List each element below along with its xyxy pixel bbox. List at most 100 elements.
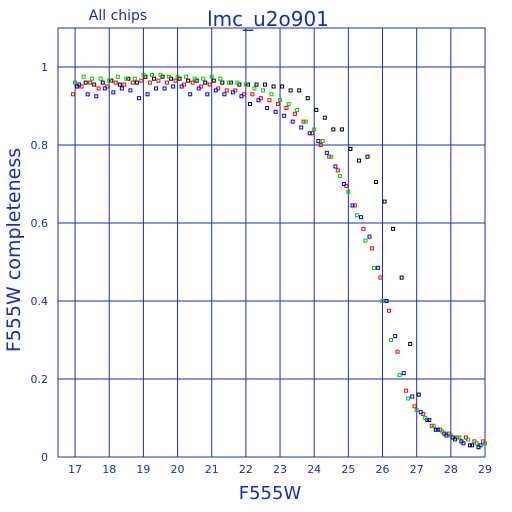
- data-point: [228, 80, 233, 85]
- x-tick-labels: 17 18 19 20 21 22 23 24 25 26 27 28 29: [68, 463, 492, 476]
- data-point: [295, 107, 300, 112]
- data-point: [136, 96, 141, 101]
- data-point: [478, 443, 483, 448]
- data-point: [431, 423, 436, 428]
- data-point: [371, 265, 376, 270]
- data-point: [250, 92, 255, 97]
- y-tick-label: 0.2: [31, 373, 49, 386]
- data-point: [448, 433, 453, 438]
- data-point: [410, 394, 415, 399]
- data-point: [423, 416, 428, 420]
- data-point: [113, 80, 118, 85]
- data-point: [124, 76, 129, 81]
- data-point: [85, 92, 90, 97]
- data-point: [358, 215, 363, 220]
- data-point: [213, 88, 218, 93]
- data-point: [376, 265, 381, 270]
- data-point: [122, 82, 127, 87]
- x-tick-label: 26: [376, 463, 390, 476]
- y-axis-label: F555W completeness: [3, 148, 25, 352]
- data-point: [408, 341, 413, 346]
- data-point: [192, 76, 197, 81]
- data-point: [384, 299, 389, 303]
- data-point: [297, 88, 302, 93]
- data-point: [467, 443, 472, 448]
- data-point: [312, 127, 317, 132]
- data-point: [139, 78, 144, 83]
- data-point: [134, 80, 139, 85]
- data-point: [303, 119, 308, 124]
- data-point: [352, 203, 357, 208]
- x-tick-label: 17: [68, 463, 82, 476]
- data-point: [380, 299, 385, 303]
- x-tick-label: 23: [273, 463, 287, 476]
- x-tick-label: 21: [205, 463, 219, 476]
- data-point: [171, 84, 176, 89]
- data-point: [310, 131, 315, 136]
- data-point: [263, 82, 268, 87]
- series-3: [73, 72, 487, 446]
- data-point: [290, 119, 295, 124]
- data-point: [427, 417, 432, 422]
- data-point: [115, 74, 120, 79]
- data-point: [444, 433, 449, 438]
- data-point: [111, 90, 116, 95]
- data-point: [151, 76, 156, 81]
- data-point: [337, 174, 342, 179]
- data-point: [324, 150, 329, 155]
- data-point: [474, 441, 479, 446]
- data-point: [389, 338, 394, 342]
- data-point: [320, 139, 325, 144]
- series-4: [77, 82, 483, 448]
- data-point: [452, 437, 457, 442]
- data-point: [256, 98, 261, 103]
- y-tick-label: 0.4: [31, 295, 49, 308]
- data-point: [207, 82, 212, 87]
- x-tick-label: 25: [341, 463, 355, 476]
- data-point: [190, 80, 195, 85]
- data-point: [361, 226, 366, 231]
- data-point: [179, 84, 184, 89]
- data-point: [203, 80, 208, 85]
- data-point: [286, 102, 291, 107]
- data-point: [348, 146, 353, 151]
- data-point: [399, 275, 404, 280]
- data-point: [100, 80, 105, 85]
- data-point: [230, 90, 235, 95]
- data-point: [98, 76, 103, 81]
- data-point: [196, 86, 201, 91]
- data-point: [391, 226, 396, 231]
- data-point: [329, 154, 334, 159]
- data-point: [96, 86, 101, 91]
- data-point: [132, 76, 137, 81]
- data-point: [186, 78, 191, 83]
- data-point: [365, 154, 370, 159]
- data-point: [77, 82, 82, 87]
- data-point: [333, 164, 338, 169]
- x-tick-label: 20: [171, 463, 185, 476]
- data-point: [184, 74, 189, 79]
- data-point: [243, 82, 248, 87]
- chart-subtitle: All chips: [89, 8, 147, 24]
- data-point: [267, 98, 272, 103]
- data-point: [433, 427, 438, 432]
- data-point: [94, 94, 99, 99]
- data-point: [393, 334, 398, 339]
- data-points: [71, 72, 487, 450]
- data-point: [470, 443, 475, 448]
- data-point: [346, 189, 351, 194]
- data-point: [254, 82, 259, 87]
- data-point: [284, 105, 289, 110]
- data-point: [335, 168, 340, 173]
- data-point: [401, 371, 406, 376]
- data-point: [387, 308, 392, 313]
- data-point: [395, 349, 400, 354]
- data-point: [224, 88, 229, 93]
- data-point: [397, 373, 402, 378]
- data-point: [271, 84, 276, 89]
- x-tick-label: 24: [307, 463, 321, 476]
- x-tick-label: 29: [478, 463, 492, 476]
- data-point: [154, 86, 159, 91]
